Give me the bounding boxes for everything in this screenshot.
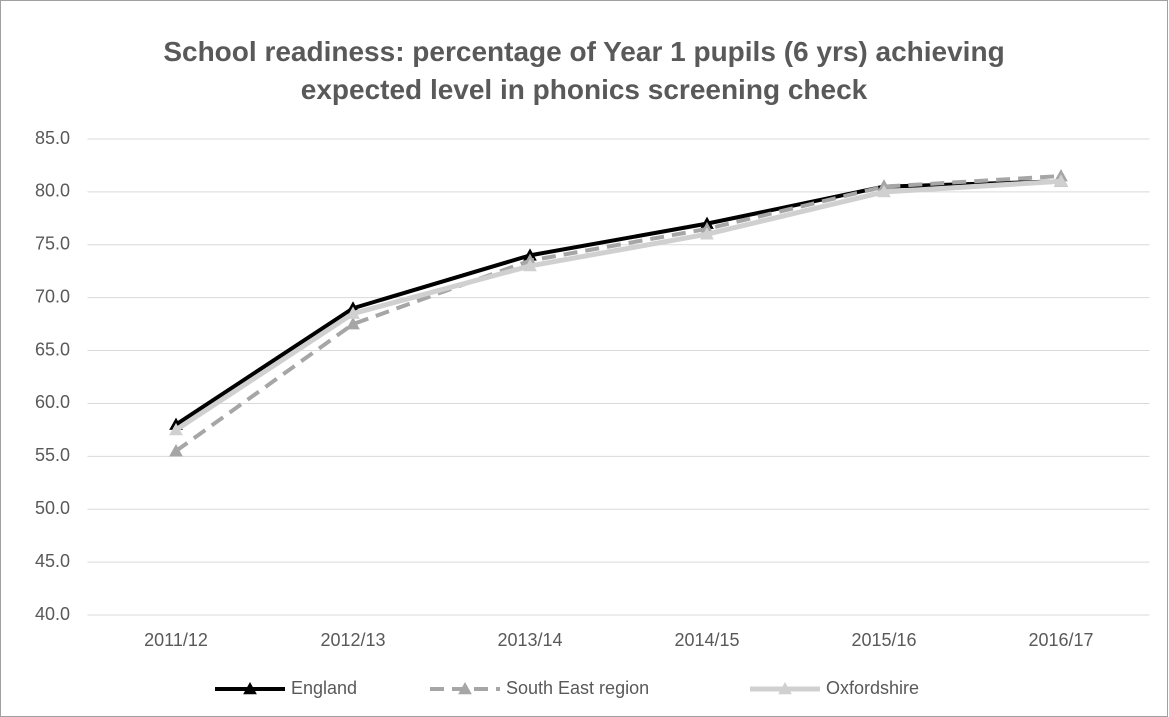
y-tick-label: 80.0 xyxy=(35,181,70,201)
legend-label: Oxfordshire xyxy=(826,678,919,698)
y-tick-label: 55.0 xyxy=(35,445,70,465)
legend-marker xyxy=(778,681,792,695)
y-tick-label: 45.0 xyxy=(35,551,70,571)
marker xyxy=(346,306,360,319)
marker xyxy=(700,227,714,240)
y-tick-label: 85.0 xyxy=(35,128,70,148)
marker xyxy=(1054,174,1068,187)
x-tick-label: 2016/17 xyxy=(1028,630,1093,650)
marker xyxy=(169,422,183,436)
legend-label: England xyxy=(291,678,357,698)
y-tick-label: 60.0 xyxy=(35,392,70,412)
y-tick-label: 70.0 xyxy=(35,286,70,306)
legend-marker xyxy=(458,681,472,695)
legend-label: South East region xyxy=(506,678,649,698)
marker xyxy=(169,444,183,457)
y-tick-label: 75.0 xyxy=(35,234,70,254)
marker xyxy=(523,258,537,272)
series-line xyxy=(174,174,1062,453)
x-tick-label: 2015/16 xyxy=(851,630,916,650)
series-line xyxy=(174,178,1062,432)
x-tick-label: 2013/14 xyxy=(497,630,562,650)
x-tick-label: 2014/15 xyxy=(674,630,739,650)
marker xyxy=(877,184,891,198)
x-tick-label: 2011/12 xyxy=(144,630,208,650)
legend-marker xyxy=(243,681,257,695)
y-tick-label: 65.0 xyxy=(35,339,70,359)
y-tick-label: 40.0 xyxy=(35,604,70,624)
chart-title: School readiness: percentage of Year 1 p… xyxy=(163,36,1005,105)
marker xyxy=(346,317,360,330)
x-tick-label: 2012/13 xyxy=(320,630,385,650)
y-tick-label: 50.0 xyxy=(35,498,70,518)
